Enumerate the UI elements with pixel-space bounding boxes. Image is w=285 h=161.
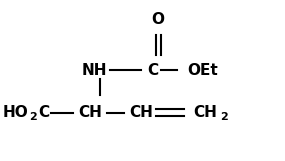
Text: 2: 2 [29,112,37,122]
Text: 2: 2 [220,112,228,122]
Text: O: O [152,12,165,27]
Text: C: C [147,62,158,78]
Text: CH: CH [129,105,153,120]
Text: CH: CH [78,105,102,120]
Text: HO: HO [3,105,29,120]
Text: C: C [38,105,50,120]
Text: OEt: OEt [187,62,218,78]
Text: CH: CH [193,105,217,120]
Text: NH: NH [81,62,107,78]
